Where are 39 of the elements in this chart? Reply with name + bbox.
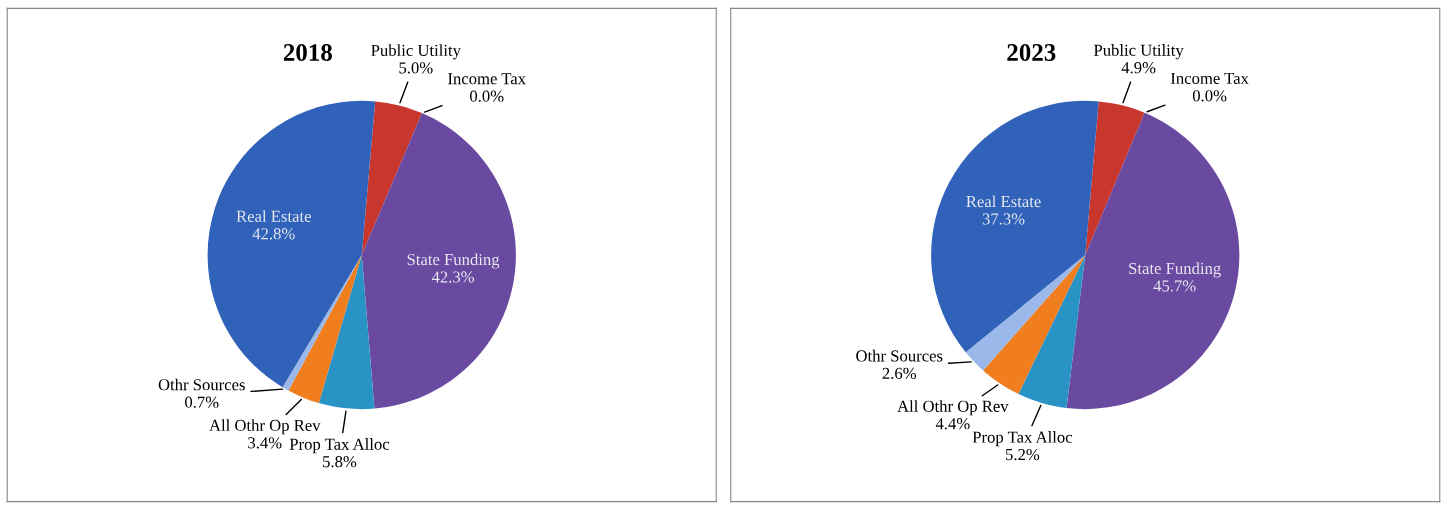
slice-label: Real Estate xyxy=(236,210,311,222)
slice-label: Public Utility xyxy=(1093,44,1184,60)
slice-label: Prop Tax Alloc xyxy=(972,431,1073,447)
chart-title: 2023 xyxy=(1007,44,1056,61)
data-label: 5.0% xyxy=(399,62,433,74)
slice-label: Othr Sources xyxy=(158,378,245,391)
text: 0.0% xyxy=(470,90,504,102)
data-label: 4.4% xyxy=(935,418,970,430)
chart-title: 2018 xyxy=(283,44,332,61)
slice-label: Public Utility xyxy=(371,44,461,60)
pie-slice xyxy=(318,255,375,410)
pie-slice xyxy=(1085,101,1145,255)
pie-slice xyxy=(965,255,1086,371)
slice-label: State Funding xyxy=(1129,262,1221,278)
data-label: 0.7% xyxy=(185,396,219,408)
slice-label: Prop Tax Alloc xyxy=(289,438,390,454)
slice-label: Real Estate xyxy=(966,195,1041,208)
pie-slice xyxy=(361,113,516,409)
data-label: 42.8% xyxy=(252,228,295,240)
data-label: 4.9% xyxy=(1121,62,1156,74)
data-label: 37.3% xyxy=(982,213,1025,225)
pie-slice xyxy=(361,101,422,255)
data-label: 2.6% xyxy=(882,367,917,380)
text: 0.0% xyxy=(1192,90,1227,102)
pie-slice xyxy=(983,255,1086,394)
data-label: 3.4% xyxy=(248,437,282,449)
data-label: 5.2% xyxy=(1006,448,1040,461)
data-label: 45.7% xyxy=(1153,280,1196,292)
category-label: Income Tax xyxy=(1170,72,1249,84)
slice-label: Othr Sources xyxy=(856,349,943,362)
category-label: Income Tax xyxy=(448,73,526,85)
slice-label: State Funding xyxy=(407,253,500,269)
slice-label: All Othr Op Rev xyxy=(209,419,321,435)
data-label: 42.3% xyxy=(431,271,475,283)
data-label: 5.8% xyxy=(323,456,357,468)
pie-slice xyxy=(288,255,362,404)
pie-slice xyxy=(1018,255,1086,408)
slice-label: All Othr Op Rev xyxy=(897,400,1009,416)
pie-slice xyxy=(1066,112,1240,410)
